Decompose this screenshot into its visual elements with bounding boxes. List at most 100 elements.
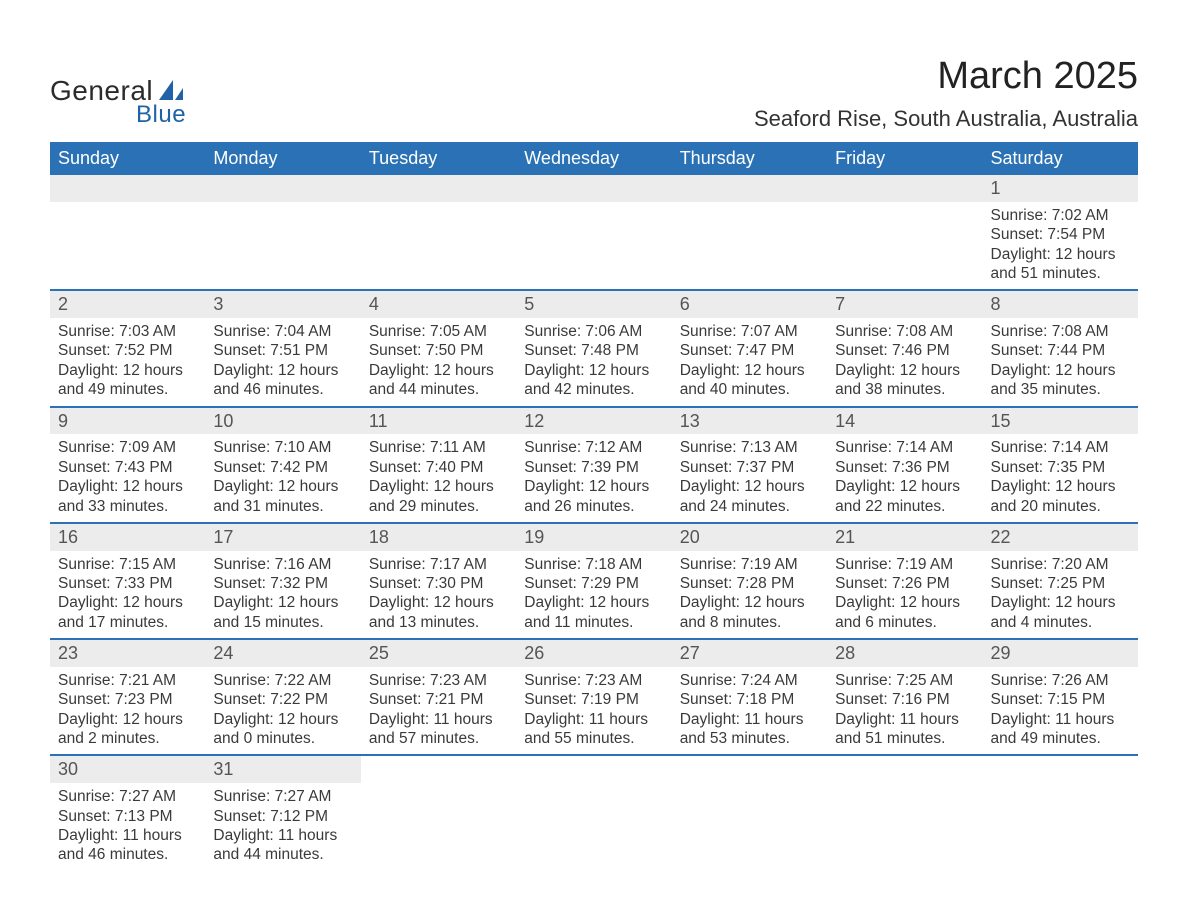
sunset-text: Sunset: 7:22 PM — [213, 690, 352, 709]
calendar-week: 16Sunrise: 7:15 AMSunset: 7:33 PMDayligh… — [50, 523, 1138, 639]
day-details: Sunrise: 7:08 AMSunset: 7:44 PMDaylight:… — [983, 318, 1138, 406]
day-number: 11 — [361, 408, 516, 435]
daylight-text: Daylight: 12 hours and 20 minutes. — [991, 477, 1130, 516]
calendar-cell — [827, 175, 982, 290]
day-details: Sunrise: 7:07 AMSunset: 7:47 PMDaylight:… — [672, 318, 827, 406]
day-number: 8 — [983, 291, 1138, 318]
daylight-text: Daylight: 12 hours and 11 minutes. — [524, 593, 663, 632]
sunset-text: Sunset: 7:47 PM — [680, 341, 819, 360]
calendar-cell: 31Sunrise: 7:27 AMSunset: 7:12 PMDayligh… — [205, 755, 360, 870]
sunrise-text: Sunrise: 7:23 AM — [369, 671, 508, 690]
daylight-text: Daylight: 11 hours and 46 minutes. — [58, 826, 197, 865]
day-number: 10 — [205, 408, 360, 435]
day-details: Sunrise: 7:22 AMSunset: 7:22 PMDaylight:… — [205, 667, 360, 755]
day-details: Sunrise: 7:04 AMSunset: 7:51 PMDaylight:… — [205, 318, 360, 406]
sunrise-text: Sunrise: 7:13 AM — [680, 438, 819, 457]
calendar-cell — [516, 175, 671, 290]
day-number: 26 — [516, 640, 671, 667]
day-details: Sunrise: 7:23 AMSunset: 7:19 PMDaylight:… — [516, 667, 671, 755]
daylight-text: Daylight: 12 hours and 26 minutes. — [524, 477, 663, 516]
sunset-text: Sunset: 7:48 PM — [524, 341, 663, 360]
day-number — [361, 175, 516, 202]
calendar-cell — [516, 755, 671, 870]
day-details — [516, 763, 671, 773]
sunset-text: Sunset: 7:35 PM — [991, 458, 1130, 477]
sunset-text: Sunset: 7:25 PM — [991, 574, 1130, 593]
daylight-text: Daylight: 12 hours and 46 minutes. — [213, 361, 352, 400]
day-details: Sunrise: 7:12 AMSunset: 7:39 PMDaylight:… — [516, 434, 671, 522]
daylight-text: Daylight: 12 hours and 31 minutes. — [213, 477, 352, 516]
calendar-cell: 30Sunrise: 7:27 AMSunset: 7:13 PMDayligh… — [50, 755, 205, 870]
day-number: 30 — [50, 756, 205, 783]
sunrise-text: Sunrise: 7:15 AM — [58, 555, 197, 574]
day-number: 21 — [827, 524, 982, 551]
calendar-cell — [983, 755, 1138, 870]
sunset-text: Sunset: 7:13 PM — [58, 807, 197, 826]
sunset-text: Sunset: 7:16 PM — [835, 690, 974, 709]
sunrise-text: Sunrise: 7:18 AM — [524, 555, 663, 574]
sunrise-text: Sunrise: 7:08 AM — [991, 322, 1130, 341]
day-number: 20 — [672, 524, 827, 551]
sunrise-text: Sunrise: 7:14 AM — [835, 438, 974, 457]
sunrise-text: Sunrise: 7:27 AM — [213, 787, 352, 806]
day-number: 29 — [983, 640, 1138, 667]
calendar-cell: 15Sunrise: 7:14 AMSunset: 7:35 PMDayligh… — [983, 407, 1138, 523]
day-number — [672, 756, 827, 763]
sunrise-text: Sunrise: 7:03 AM — [58, 322, 197, 341]
daylight-text: Daylight: 12 hours and 24 minutes. — [680, 477, 819, 516]
daylight-text: Daylight: 12 hours and 38 minutes. — [835, 361, 974, 400]
sunrise-text: Sunrise: 7:20 AM — [991, 555, 1130, 574]
day-details: Sunrise: 7:19 AMSunset: 7:26 PMDaylight:… — [827, 551, 982, 639]
sunrise-text: Sunrise: 7:21 AM — [58, 671, 197, 690]
day-number — [516, 756, 671, 763]
day-details: Sunrise: 7:02 AMSunset: 7:54 PMDaylight:… — [983, 202, 1138, 290]
day-details: Sunrise: 7:13 AMSunset: 7:37 PMDaylight:… — [672, 434, 827, 522]
calendar-cell — [205, 175, 360, 290]
sunset-text: Sunset: 7:32 PM — [213, 574, 352, 593]
day-number: 2 — [50, 291, 205, 318]
sunset-text: Sunset: 7:43 PM — [58, 458, 197, 477]
calendar-cell: 28Sunrise: 7:25 AMSunset: 7:16 PMDayligh… — [827, 639, 982, 755]
sunrise-text: Sunrise: 7:08 AM — [835, 322, 974, 341]
calendar-cell: 21Sunrise: 7:19 AMSunset: 7:26 PMDayligh… — [827, 523, 982, 639]
daylight-text: Daylight: 12 hours and 49 minutes. — [58, 361, 197, 400]
daylight-text: Daylight: 12 hours and 40 minutes. — [680, 361, 819, 400]
day-details: Sunrise: 7:19 AMSunset: 7:28 PMDaylight:… — [672, 551, 827, 639]
sunrise-text: Sunrise: 7:23 AM — [524, 671, 663, 690]
day-number: 22 — [983, 524, 1138, 551]
day-details: Sunrise: 7:10 AMSunset: 7:42 PMDaylight:… — [205, 434, 360, 522]
sunset-text: Sunset: 7:23 PM — [58, 690, 197, 709]
page-header: General Blue March 2025 Seaford Rise, So… — [50, 55, 1138, 132]
daylight-text: Daylight: 12 hours and 35 minutes. — [991, 361, 1130, 400]
sunrise-text: Sunrise: 7:25 AM — [835, 671, 974, 690]
calendar-cell: 13Sunrise: 7:13 AMSunset: 7:37 PMDayligh… — [672, 407, 827, 523]
sunrise-text: Sunrise: 7:17 AM — [369, 555, 508, 574]
day-details: Sunrise: 7:25 AMSunset: 7:16 PMDaylight:… — [827, 667, 982, 755]
day-number: 4 — [361, 291, 516, 318]
sunset-text: Sunset: 7:29 PM — [524, 574, 663, 593]
calendar-cell: 2Sunrise: 7:03 AMSunset: 7:52 PMDaylight… — [50, 290, 205, 406]
sunrise-text: Sunrise: 7:26 AM — [991, 671, 1130, 690]
calendar-cell: 5Sunrise: 7:06 AMSunset: 7:48 PMDaylight… — [516, 290, 671, 406]
daylight-text: Daylight: 12 hours and 15 minutes. — [213, 593, 352, 632]
daylight-text: Daylight: 12 hours and 6 minutes. — [835, 593, 974, 632]
sunrise-text: Sunrise: 7:16 AM — [213, 555, 352, 574]
day-details: Sunrise: 7:20 AMSunset: 7:25 PMDaylight:… — [983, 551, 1138, 639]
location-title: Seaford Rise, South Australia, Australia — [754, 106, 1138, 132]
day-details — [983, 763, 1138, 773]
day-number: 23 — [50, 640, 205, 667]
day-number — [827, 756, 982, 763]
calendar-head: SundayMondayTuesdayWednesdayThursdayFrid… — [50, 142, 1138, 175]
calendar-cell: 22Sunrise: 7:20 AMSunset: 7:25 PMDayligh… — [983, 523, 1138, 639]
sunset-text: Sunset: 7:15 PM — [991, 690, 1130, 709]
sunrise-text: Sunrise: 7:19 AM — [835, 555, 974, 574]
daylight-text: Daylight: 12 hours and 17 minutes. — [58, 593, 197, 632]
daylight-text: Daylight: 11 hours and 57 minutes. — [369, 710, 508, 749]
day-details — [827, 202, 982, 212]
day-details: Sunrise: 7:05 AMSunset: 7:50 PMDaylight:… — [361, 318, 516, 406]
sunset-text: Sunset: 7:33 PM — [58, 574, 197, 593]
day-number — [205, 175, 360, 202]
day-details — [50, 202, 205, 212]
brand-logo: General Blue — [50, 75, 186, 129]
calendar-cell: 26Sunrise: 7:23 AMSunset: 7:19 PMDayligh… — [516, 639, 671, 755]
